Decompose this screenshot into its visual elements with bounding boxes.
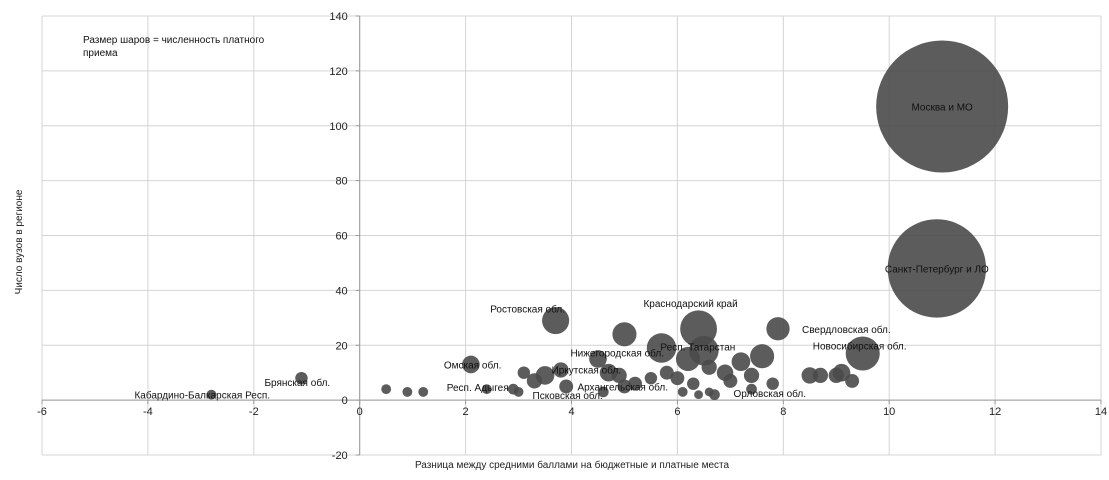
bubble-labeled (481, 384, 492, 395)
y-axis-title: Число вузов в регионе (14, 189, 25, 294)
bubble (709, 389, 720, 401)
bubble (832, 363, 851, 382)
bubble-labeled (295, 371, 308, 385)
bubble-label: Брянская обл. (264, 377, 330, 389)
bubble (644, 371, 658, 385)
bubble-label: Нижегородская обл. (570, 347, 664, 359)
x-tick-label: 6 (674, 406, 680, 418)
bubble-label: Респ. Адыгея (447, 383, 509, 394)
y-tick-label: 20 (335, 340, 347, 352)
bubble-label: Санкт-Петербург и ЛО (885, 263, 989, 275)
note-line-1: Размер шаров = численность платного (83, 35, 265, 46)
bubble (597, 386, 609, 398)
bubble-label: Псковская обл. (533, 390, 603, 402)
y-tick-label: 0 (342, 395, 348, 407)
x-tick-label: 4 (568, 406, 574, 418)
bubble-labeled (887, 219, 987, 318)
bubble (670, 371, 685, 386)
bubble-label: Краснодарский край (643, 299, 737, 310)
bubble-labeled (876, 40, 1009, 173)
bubble (381, 384, 392, 395)
bubble (517, 366, 531, 379)
y-tick-label: 40 (335, 285, 347, 297)
bubble (845, 373, 860, 388)
bubble (646, 333, 677, 363)
bubble-label: Респ. Татарстан (660, 343, 735, 354)
x-tick-label: 10 (883, 406, 895, 418)
x-tick-label: 14 (1095, 406, 1107, 418)
x-tick-label: -4 (143, 406, 153, 418)
bubble (723, 373, 738, 388)
x-tick-label: 12 (989, 406, 1001, 418)
x-tick-label: 0 (357, 406, 363, 418)
y-tick-label: -20 (332, 450, 348, 462)
y-tick-label: 140 (329, 11, 347, 23)
bubble (687, 377, 700, 390)
bubble-labeled (766, 317, 790, 341)
x-axis-title: Разница между средними баллами на бюджет… (415, 459, 730, 471)
grid-lines (41, 15, 1102, 456)
y-tick-labels: -20 0 20 40 60 80 100 120 140 (329, 11, 347, 462)
bubbles (206, 40, 1009, 401)
bubble (628, 376, 642, 391)
x-tick-labels: -6 -4 -2 0 2 4 6 8 10 12 14 (37, 406, 1107, 418)
bubble-labeled (206, 389, 217, 400)
bubble-labeled (542, 306, 570, 335)
y-tick-label: 80 (335, 176, 347, 188)
bubble (801, 367, 819, 384)
bubble-label: Москва и МО (911, 103, 973, 114)
bubble-label: Новосибирская обл. (813, 340, 907, 352)
bubble (812, 367, 828, 384)
y-tick-label: 60 (335, 231, 347, 243)
bubble-labeled (617, 379, 632, 394)
x-tick-label: -2 (249, 406, 259, 418)
x-tick-label: -6 (37, 406, 47, 418)
bubble-labels: Москва и МО Санкт-Петербург и ЛО Новосибир… (134, 103, 989, 402)
bubble-label: Кабардино-Балкарская Респ. (134, 390, 270, 402)
bubble-label: Ростовская обл. (490, 304, 565, 316)
bubble-label: Иркутская обл. (552, 365, 622, 377)
bubble (731, 352, 751, 372)
bubble-label: Орловская обл. (734, 388, 807, 400)
bubble-label: Архангельская обл. (577, 381, 668, 393)
bubble-labeled (513, 386, 524, 397)
bubble-labeled (845, 336, 880, 371)
bubble (766, 377, 779, 390)
bubble (553, 362, 569, 378)
bubble-labeled (612, 322, 637, 347)
x-tick-label: 8 (780, 406, 786, 418)
bubble (743, 367, 760, 384)
note-line-2: приема (83, 48, 118, 59)
bubble-labeled (746, 383, 757, 395)
y-tick-label: 120 (329, 66, 347, 78)
bubble (535, 366, 555, 385)
bubble (589, 350, 607, 368)
bubble-labeled (599, 363, 618, 382)
bubble-labeled (462, 355, 480, 374)
bubble-label: Свердловская обл. (802, 324, 891, 336)
bubble (694, 390, 703, 400)
bubble (659, 365, 674, 380)
bubble (418, 386, 429, 397)
bubble-labeled (689, 335, 719, 366)
y-tick-label: 100 (329, 121, 347, 133)
bubble-label: Омская обл. (444, 359, 501, 371)
bubble (677, 386, 688, 397)
bubble (559, 379, 574, 394)
bubble (402, 386, 413, 397)
x-tick-label: 2 (463, 406, 469, 418)
bubble (750, 344, 775, 369)
